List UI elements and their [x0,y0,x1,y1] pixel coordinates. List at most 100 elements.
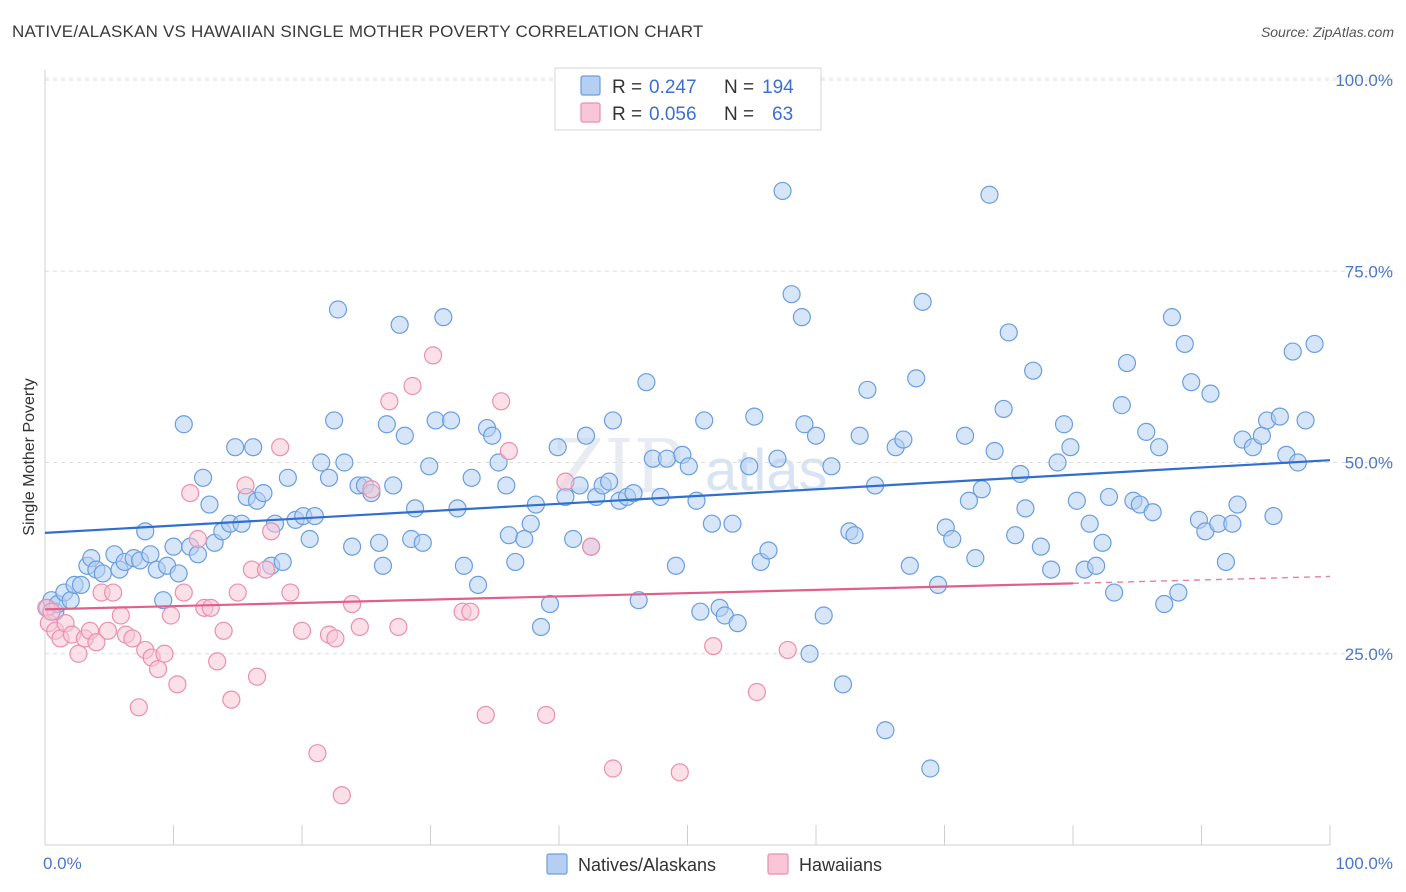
native-point-115 [759,541,778,560]
native-point-79 [521,514,540,533]
native-point-55 [370,533,389,552]
native-point-27 [193,468,213,487]
hawaiian-point-7 [69,644,88,663]
native-point-100 [657,449,677,468]
native-point-107 [702,514,722,533]
hawaiian-point-62 [704,636,723,656]
native-point-141 [955,426,975,445]
bottom-legend-label-natives: Natives/Alaskans [578,855,716,875]
native-point-103 [679,457,698,476]
hawaiian-point-51 [423,346,443,365]
hawaiian-point-58 [556,472,575,491]
native-point-162 [1093,533,1112,552]
native-point-41 [278,468,297,487]
native-point-59 [390,315,409,334]
native-point-83 [548,438,567,457]
native-point-149 [1006,526,1025,545]
native-point-65 [426,411,445,430]
native-point-46 [312,453,331,472]
native-point-173 [1162,308,1182,327]
hawaiian-point-30 [214,621,233,640]
hawaiian-point-21 [155,644,174,663]
legend-swatch-hawaiians [580,102,601,123]
hawaiian-point-16 [123,629,142,648]
hawaiian-point-59 [582,537,601,556]
native-point-140 [943,529,962,549]
native-point-96 [629,591,648,610]
native-point-40 [273,552,292,572]
hawaiian-point-46 [350,617,369,637]
native-point-127 [845,526,864,545]
native-point-56 [373,556,393,575]
native-point-74 [489,453,508,472]
native-point-60 [395,426,414,445]
native-point-135 [907,369,926,388]
native-point-152 [1024,361,1043,380]
native-point-101 [666,556,686,575]
native-point-181 [1216,552,1236,572]
hawaiian-point-61 [670,763,689,782]
native-point-87 [576,426,596,445]
native-point-117 [773,181,792,201]
native-point-121 [800,644,819,663]
y-tick-label-75: 75.0% [1345,262,1393,281]
native-point-91 [600,472,619,491]
hawaiian-point-33 [236,476,255,495]
native-point-76 [499,526,518,545]
hawaiian-point-36 [256,560,276,579]
native-point-32 [226,438,245,457]
native-point-183 [1228,495,1247,514]
native-point-20 [154,591,173,610]
trend-line-hawaiians [44,582,1074,611]
native-point-112 [740,457,759,476]
hawaiian-point-37 [262,522,281,541]
hawaiian-point-41 [308,744,327,763]
native-point-174 [1169,583,1188,602]
hawaiian-point-55 [492,392,511,411]
legend-r-value-hawaiians: 0.056 [649,104,697,125]
native-point-18 [141,545,160,564]
native-point-75 [497,476,516,495]
x-axis-ticks [44,825,1331,845]
native-point-113 [745,407,764,426]
native-point-62 [405,499,425,518]
native-point-125 [833,675,853,694]
native-point-73 [483,426,502,445]
native-point-22 [164,537,183,556]
native-point-186 [1252,426,1271,445]
hawaiian-point-57 [537,705,556,725]
hawaiian-point-60 [603,759,623,778]
native-point-111 [728,614,747,633]
native-point-85 [564,529,583,549]
native-point-70 [462,468,481,487]
native-point-169 [1137,422,1156,441]
native-point-175 [1175,334,1194,354]
hawaiian-point-39 [281,583,300,602]
native-point-129 [858,380,877,399]
hawaiian-point-35 [247,667,267,686]
native-point-154 [1042,560,1061,579]
native-point-37 [254,484,273,503]
native-point-133 [894,430,913,449]
hawaiian-point-29 [208,652,227,671]
native-point-116 [768,449,787,468]
native-point-58 [384,476,403,495]
hawaiian-point-26 [188,529,208,549]
native-point-5 [61,591,80,610]
native-point-67 [441,411,461,430]
native-point-49 [328,300,348,319]
hawaiian-point-22 [161,606,181,625]
legend-r-label-hawaiians: R = [612,104,642,125]
hawaiian-point-40 [292,621,312,640]
native-point-82 [540,594,560,614]
hawaiian-point-23 [168,675,187,694]
native-point-150 [1011,464,1030,484]
native-point-147 [994,399,1013,419]
native-point-28 [200,495,219,514]
native-point-44 [300,529,319,549]
native-point-17 [136,522,155,541]
native-point-35 [244,438,263,457]
native-point-51 [343,537,362,556]
legend-n-value-natives: 194 [762,77,794,98]
